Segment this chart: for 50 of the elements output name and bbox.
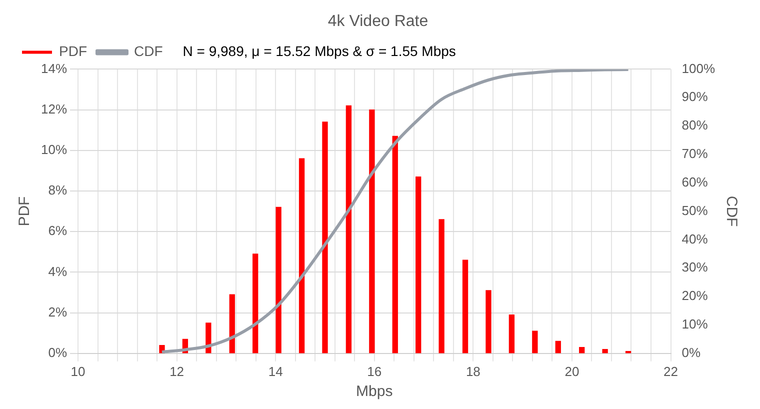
y2-tick-label: 70% [682,146,708,162]
bar [416,176,422,354]
y-tick-label: 8% [48,182,68,198]
bar [346,105,352,354]
y2-tick-label: 50% [682,202,708,218]
bar [486,290,492,354]
bar [438,219,444,354]
y-tick-label: 10% [40,142,68,157]
y-tick-label: 0% [48,344,68,360]
bar [298,158,305,354]
y2-tick-label: 80% [682,118,708,133]
x-axis-title: Mbps [356,383,393,400]
y-tick-label: 14% [40,60,68,76]
bar [532,330,538,354]
x-tick-label: 18 [466,364,480,379]
y-tick-label: 6% [48,223,68,238]
legend-label: CDF [134,43,163,60]
y2-axis-title: CDF [722,196,740,227]
y2-tick-label: 20% [682,288,708,304]
y2-tick-label: 40% [682,231,708,246]
y2-tick-label: 0% [682,344,701,360]
bar [322,122,328,354]
x-tick-label: 16 [367,364,382,379]
bar [555,340,561,354]
bar [276,206,282,354]
bar [229,294,235,354]
y2-tick-label: 30% [682,260,708,275]
x-tick-label: 12 [170,364,184,379]
y2-tick-label: 100% [682,60,716,76]
y-tick-label: 12% [40,101,68,116]
x-tick-label: 22 [664,364,678,379]
y2-tick-label: 60% [682,174,708,190]
x-tick-label: 14 [268,364,283,379]
y2-tick-label: 10% [682,316,708,332]
x-tick-label: 10 [70,364,86,379]
bar [369,109,375,354]
chart-title: 4k Video Rate [328,13,428,30]
bar [252,254,258,354]
y2-tick-label: 90% [682,89,708,104]
bar [579,346,585,354]
text: N = 9,989, μ = 15.52 Mbps & σ = 1.55 Mbps [182,43,456,60]
legend-label: PDF [59,43,87,60]
y-tick-label: 2% [48,304,68,320]
bar [462,260,468,354]
bar [602,349,608,354]
y-axis-title: PDF [16,196,34,226]
x-tick-label: 20 [564,364,580,379]
bar [508,314,515,354]
bar [392,136,398,354]
y-tick-label: 4% [48,264,68,279]
